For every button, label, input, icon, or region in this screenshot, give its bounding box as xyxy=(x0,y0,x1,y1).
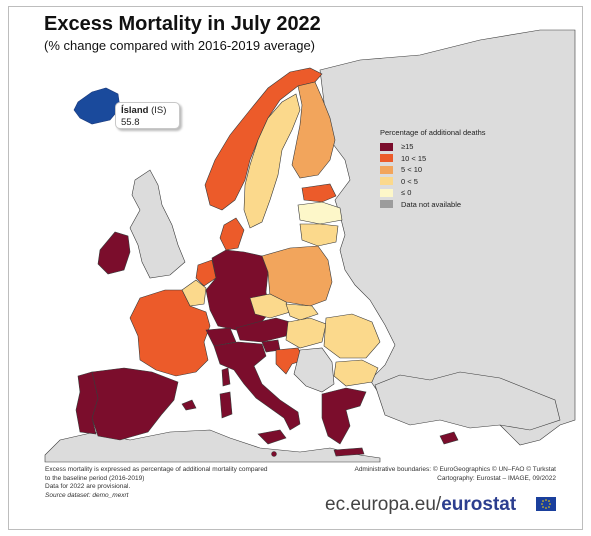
country-bulgaria xyxy=(333,359,379,387)
brand-name: eurostat xyxy=(441,494,517,515)
legend-label: ≥15 xyxy=(401,142,414,152)
map-subtitle: (% change compared with 2016-2019 averag… xyxy=(44,38,316,53)
country-italy xyxy=(213,341,301,431)
legend-item: Data not available xyxy=(380,199,515,211)
country-portugal xyxy=(75,371,99,435)
country-cyprus xyxy=(439,431,459,445)
callout-country-name: Ísland xyxy=(121,105,149,116)
country-denmark xyxy=(219,217,245,251)
country-sweden xyxy=(243,93,301,229)
cartography-credit: Cartography: Eurostat – IMAGE, 09/2022 xyxy=(437,474,556,482)
legend-label: 10 < 15 xyxy=(401,153,427,163)
island-corsica xyxy=(221,367,231,387)
legend-item: 5 < 10 xyxy=(380,164,515,176)
country-netherlands xyxy=(195,259,217,287)
legend-label: ≤ 0 xyxy=(401,188,412,198)
footnote-line: Data for 2022 are provisional. xyxy=(45,483,131,490)
country-latvia xyxy=(297,201,343,225)
legend-label: 5 < 10 xyxy=(401,165,423,175)
legend-swatch xyxy=(380,177,393,186)
admin-boundaries-credit: Administrative boundaries: © EuroGeograp… xyxy=(354,466,556,473)
legend-item: ≥15 xyxy=(380,141,515,153)
legend-item: 10 < 15 xyxy=(380,153,515,165)
brand-site: ec.europa.eu/ xyxy=(325,494,442,515)
region-united-kingdom xyxy=(129,169,186,279)
country-ireland xyxy=(97,231,131,275)
eurostat-brand: ec.europa.eu/eurostat xyxy=(325,494,516,516)
island-crete xyxy=(333,447,365,457)
country-slovakia xyxy=(285,303,319,321)
country-malta xyxy=(271,451,277,457)
iceland-callout: Ísland (IS) 55.8 xyxy=(115,102,180,129)
legend-swatch xyxy=(380,154,393,163)
footnotes-credits: Administrative boundaries: © EuroGeograp… xyxy=(316,466,556,483)
legend-swatch xyxy=(380,188,393,197)
country-france xyxy=(129,289,211,377)
legend-item: ≤ 0 xyxy=(380,187,515,199)
region-turkey xyxy=(374,371,561,431)
legend-label: 0 < 5 xyxy=(401,176,418,186)
footnotes: Excess mortality is expressed as percent… xyxy=(45,466,315,500)
callout-country-code: (IS) xyxy=(151,105,167,116)
country-croatia xyxy=(275,347,305,375)
country-hungary xyxy=(285,317,327,349)
legend-item: 0 < 5 xyxy=(380,176,515,188)
country-estonia xyxy=(301,183,337,203)
country-greece xyxy=(321,387,367,445)
island-sardinia xyxy=(219,391,233,419)
eu-flag-icon xyxy=(536,497,556,511)
country-iceland xyxy=(73,87,121,125)
callout-value: 55.8 xyxy=(121,117,140,128)
island-sicily xyxy=(257,429,287,445)
country-spain xyxy=(91,367,179,441)
legend-title: Percentage of additional deaths xyxy=(380,128,486,137)
region-western-balkans xyxy=(293,347,335,393)
country-romania xyxy=(323,313,381,359)
legend-swatch xyxy=(380,142,393,151)
country-finland xyxy=(291,81,336,179)
legend-swatch xyxy=(380,165,393,174)
region-switzerland xyxy=(205,327,237,347)
map-title: Excess Mortality in July 2022 xyxy=(44,13,321,35)
legend-label: Data not available xyxy=(401,199,462,209)
country-lithuania xyxy=(299,223,339,247)
country-germany xyxy=(205,249,271,331)
island-balearics xyxy=(181,399,197,411)
country-poland xyxy=(261,245,333,307)
map-legend: Percentage of additional deaths ≥15 10 <… xyxy=(380,128,515,210)
legend-swatch xyxy=(380,200,393,209)
footnote-line: to the baseline period (2016-2019) xyxy=(45,474,145,482)
footnote-source: Source dataset: demo_mexrt xyxy=(45,491,129,499)
footnote-line: Excess mortality is expressed as percent… xyxy=(45,466,268,473)
